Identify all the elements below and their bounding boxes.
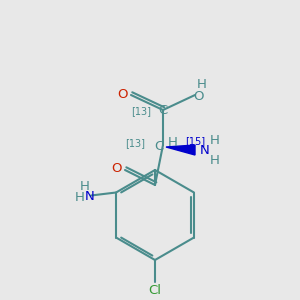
Text: [13]: [13] — [131, 106, 151, 116]
Text: C: C — [154, 140, 164, 154]
Text: H: H — [210, 154, 220, 166]
Text: O: O — [193, 89, 203, 103]
Text: H: H — [197, 79, 207, 92]
Polygon shape — [166, 145, 195, 155]
Text: N: N — [200, 145, 210, 158]
Text: Cl: Cl — [148, 284, 161, 296]
Text: H: H — [75, 191, 85, 204]
Text: H: H — [210, 134, 220, 148]
Text: H: H — [80, 180, 90, 193]
Text: O: O — [112, 163, 122, 176]
Text: N: N — [85, 190, 95, 203]
Text: [15]: [15] — [185, 136, 205, 146]
Text: [13]: [13] — [125, 138, 145, 148]
Text: O: O — [118, 88, 128, 101]
Text: C: C — [158, 104, 168, 118]
Text: H: H — [168, 136, 178, 149]
